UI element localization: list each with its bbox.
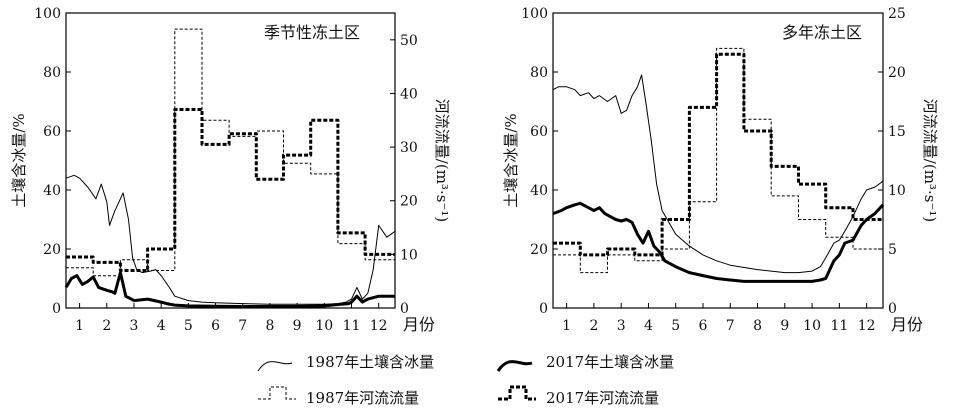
series-ice1987-line [552, 74, 884, 274]
panel-title: 多年冻土区 [782, 23, 862, 42]
x-tick-label: 8 [753, 318, 762, 334]
y-left-tick-label: 40 [530, 183, 548, 199]
x-tick-label: 6 [211, 318, 220, 334]
x-tick-label: 2 [102, 318, 111, 334]
legend-swatch-ice1987 [257, 361, 293, 372]
legend: 1987年土壤含冰量 2017年土壤含冰量 1987年河流流量 2017年河流流量 [257, 353, 674, 407]
x-tick-label: 12 [858, 318, 876, 334]
legend-swatch-ice2017 [496, 360, 533, 372]
x-tick-label: 7 [726, 318, 735, 334]
legend-label: 1987年土壤含冰量 [306, 353, 434, 371]
x-tick-label: 4 [644, 318, 653, 334]
x-tick-label: 4 [157, 318, 166, 334]
y-left-tick-label: 100 [34, 6, 61, 22]
series-flow2017-line [66, 108, 395, 272]
plot-frame [65, 12, 396, 309]
x-tick-label: 7 [238, 318, 247, 334]
y-left-tick-label: 60 [530, 124, 548, 140]
y-left-tick-label: 20 [43, 242, 61, 258]
x-tick-label: 10 [803, 318, 821, 334]
series-flow1987-line [553, 47, 883, 274]
x-tick-label: 11 [830, 318, 848, 334]
legend-label: 1987年河流流量 [306, 389, 419, 407]
x-axis-label: 月份 [403, 315, 435, 334]
series-flow2017-line [553, 52, 883, 257]
y-right-tick-label: 25 [888, 6, 906, 22]
y-left-tick-label: 100 [521, 6, 548, 22]
series-ice2017-line [552, 201, 885, 283]
x-tick-label: 2 [589, 318, 598, 334]
y-left-tick-label: 80 [43, 65, 61, 81]
x-tick-label: 3 [130, 318, 139, 334]
x-tick-label: 11 [343, 318, 361, 334]
series-ice2017-line [64, 271, 395, 308]
x-tick-label: 5 [671, 318, 680, 334]
legend-label: 2017年河流流量 [546, 389, 659, 407]
y-right-axis-label: 河流流量/(m³·s⁻¹) [921, 99, 939, 222]
y-right-tick-label: 30 [400, 140, 418, 156]
series-ice1987-line [65, 174, 396, 305]
y-left-tick-label: 0 [52, 301, 61, 317]
y-right-tick-label: 50 [400, 33, 418, 49]
panel-title: 季节性冻土区 [264, 23, 360, 42]
series-flow1987-line [66, 28, 395, 277]
y-left-axis-label: 土壤含冰量/% [502, 113, 520, 207]
y-right-tick-label: 10 [888, 183, 906, 199]
legend-swatch-flow2017 [498, 385, 536, 401]
legend-label: 2017年土壤含冰量 [546, 353, 674, 371]
y-left-tick-label: 60 [43, 124, 61, 140]
y-left-tick-label: 80 [530, 65, 548, 81]
x-tick-label: 10 [315, 318, 333, 334]
x-tick-label: 9 [293, 318, 302, 334]
y-right-tick-label: 0 [400, 301, 409, 317]
x-tick-label: 9 [780, 318, 789, 334]
plot-frame [552, 12, 884, 309]
x-tick-label: 1 [562, 318, 571, 334]
y-right-tick-label: 0 [888, 301, 897, 317]
y-right-axis-label: 河流流量/(m³·s⁻¹) [433, 99, 451, 222]
legend-swatch-flow1987 [258, 386, 296, 400]
y-right-tick-label: 20 [888, 65, 906, 81]
x-tick-label: 8 [265, 318, 274, 334]
x-tick-label: 12 [370, 318, 388, 334]
y-left-axis-label: 土壤含冰量/% [10, 113, 28, 207]
y-left-tick-label: 20 [530, 242, 548, 258]
x-axis-label: 月份 [891, 315, 923, 334]
y-right-tick-label: 40 [400, 86, 418, 102]
x-tick-label: 1 [75, 318, 84, 334]
y-right-tick-label: 20 [400, 194, 418, 210]
y-left-tick-label: 0 [539, 301, 548, 317]
x-tick-label: 3 [617, 318, 626, 334]
y-right-tick-label: 10 [400, 247, 418, 263]
x-tick-label: 6 [699, 318, 708, 334]
x-tick-label: 5 [184, 318, 193, 334]
y-right-tick-label: 15 [888, 124, 906, 140]
y-left-tick-label: 40 [43, 183, 61, 199]
y-right-tick-label: 5 [888, 242, 897, 258]
